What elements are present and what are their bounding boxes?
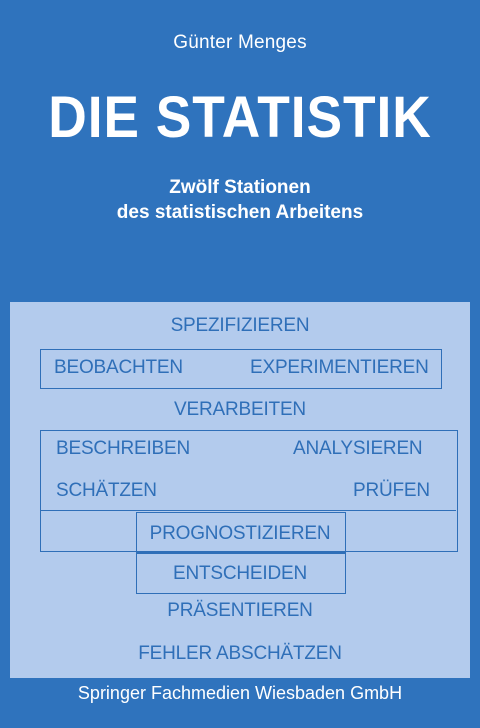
label-prognostizieren: PROGNOSTIZIEREN <box>149 523 331 544</box>
label-praesentieren: PRÄSENTIEREN <box>167 600 313 621</box>
label-spezifizieren: SPEZIFIZIEREN <box>170 315 310 336</box>
label-schaetzen: SCHÄTZEN <box>56 480 157 501</box>
label-beobachten: BEOBACHTEN <box>54 357 183 378</box>
entscheiden-box <box>136 552 346 594</box>
stations-diagram: SPEZIFIZIEREN BEOBACHTEN EXPERIMENTIEREN… <box>10 302 470 678</box>
subtitle-line-1: Zwölf Stationen <box>169 177 311 198</box>
label-analysieren: ANALYSIEREN <box>293 438 423 459</box>
label-beschreiben: BESCHREIBEN <box>56 438 191 459</box>
label-entscheiden: ENTSCHEIDEN <box>173 563 307 584</box>
label-verarbeiten: VERARBEITEN <box>174 399 306 420</box>
author-name: Günter Menges <box>173 32 307 53</box>
publisher-name: Springer Fachmedien Wiesbaden GmbH <box>77 683 403 703</box>
beobachten-experimentieren-box <box>40 349 442 389</box>
label-fehler-abschaetzen: FEHLER ABSCHÄTZEN <box>138 643 342 664</box>
prognostizieren-box <box>136 512 346 554</box>
book-subtitle: Zwölf Stationen des statistischen Arbeit… <box>0 175 480 225</box>
subtitle-line-2: des statistischen Arbeitens <box>116 202 364 223</box>
label-pruefen: PRÜFEN <box>353 480 430 501</box>
analysis-group-box <box>40 430 458 552</box>
book-title: DIE STATISTIK <box>48 85 432 150</box>
label-experimentieren: EXPERIMENTIEREN <box>250 357 429 378</box>
analysis-group-divider <box>40 510 456 511</box>
